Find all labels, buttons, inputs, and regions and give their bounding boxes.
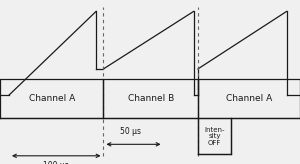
Text: Channel A: Channel A xyxy=(226,94,272,103)
Text: Channel B: Channel B xyxy=(128,94,174,103)
Text: 100 μs: 100 μs xyxy=(44,161,69,164)
Text: 50 μs: 50 μs xyxy=(120,127,141,136)
Text: Channel A: Channel A xyxy=(28,94,75,103)
Text: Inten-
sity
OFF: Inten- sity OFF xyxy=(204,127,225,146)
